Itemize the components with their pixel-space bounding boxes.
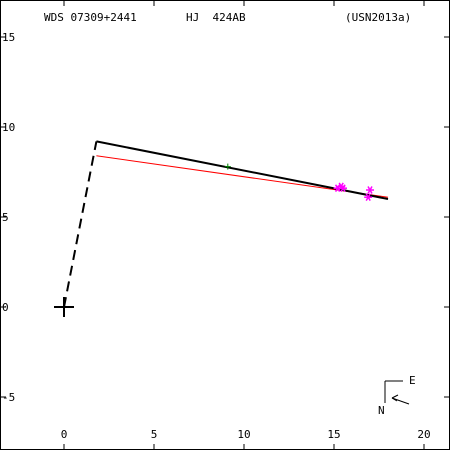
- x-tick-label: 0: [61, 428, 68, 441]
- x-tick-label: 5: [151, 428, 158, 441]
- compass-north-label: N: [378, 404, 385, 417]
- motion-arrow-icon: [391, 394, 410, 405]
- y-tick-label: -5: [2, 391, 15, 404]
- observation-point: [364, 193, 373, 202]
- x-tick-label: 10: [237, 428, 250, 441]
- y-tick-label: 10: [2, 121, 15, 134]
- compass: E N: [378, 374, 416, 417]
- compass-east-label: E: [409, 374, 416, 387]
- projection-dashed-line: [63, 141, 98, 308]
- marks: [54, 140, 389, 317]
- y-tick-label: 5: [2, 211, 9, 224]
- orbit-reference: (USN2013a): [345, 11, 411, 24]
- observation-point: [366, 186, 374, 194]
- observation-point-stroke: [365, 193, 371, 202]
- discoverer-designation: HJ 424AB: [186, 11, 246, 24]
- observation-point: [339, 184, 347, 193]
- y-tick-label: 15: [2, 31, 15, 44]
- y-tick-label: 0: [2, 301, 9, 314]
- observation-point-stroke: [367, 186, 373, 194]
- observation-point-stroke: [340, 184, 346, 193]
- x-tick-label: 20: [417, 428, 430, 441]
- x-tick-label: 15: [327, 428, 340, 441]
- wds-designation: WDS 07309+2441: [44, 11, 137, 24]
